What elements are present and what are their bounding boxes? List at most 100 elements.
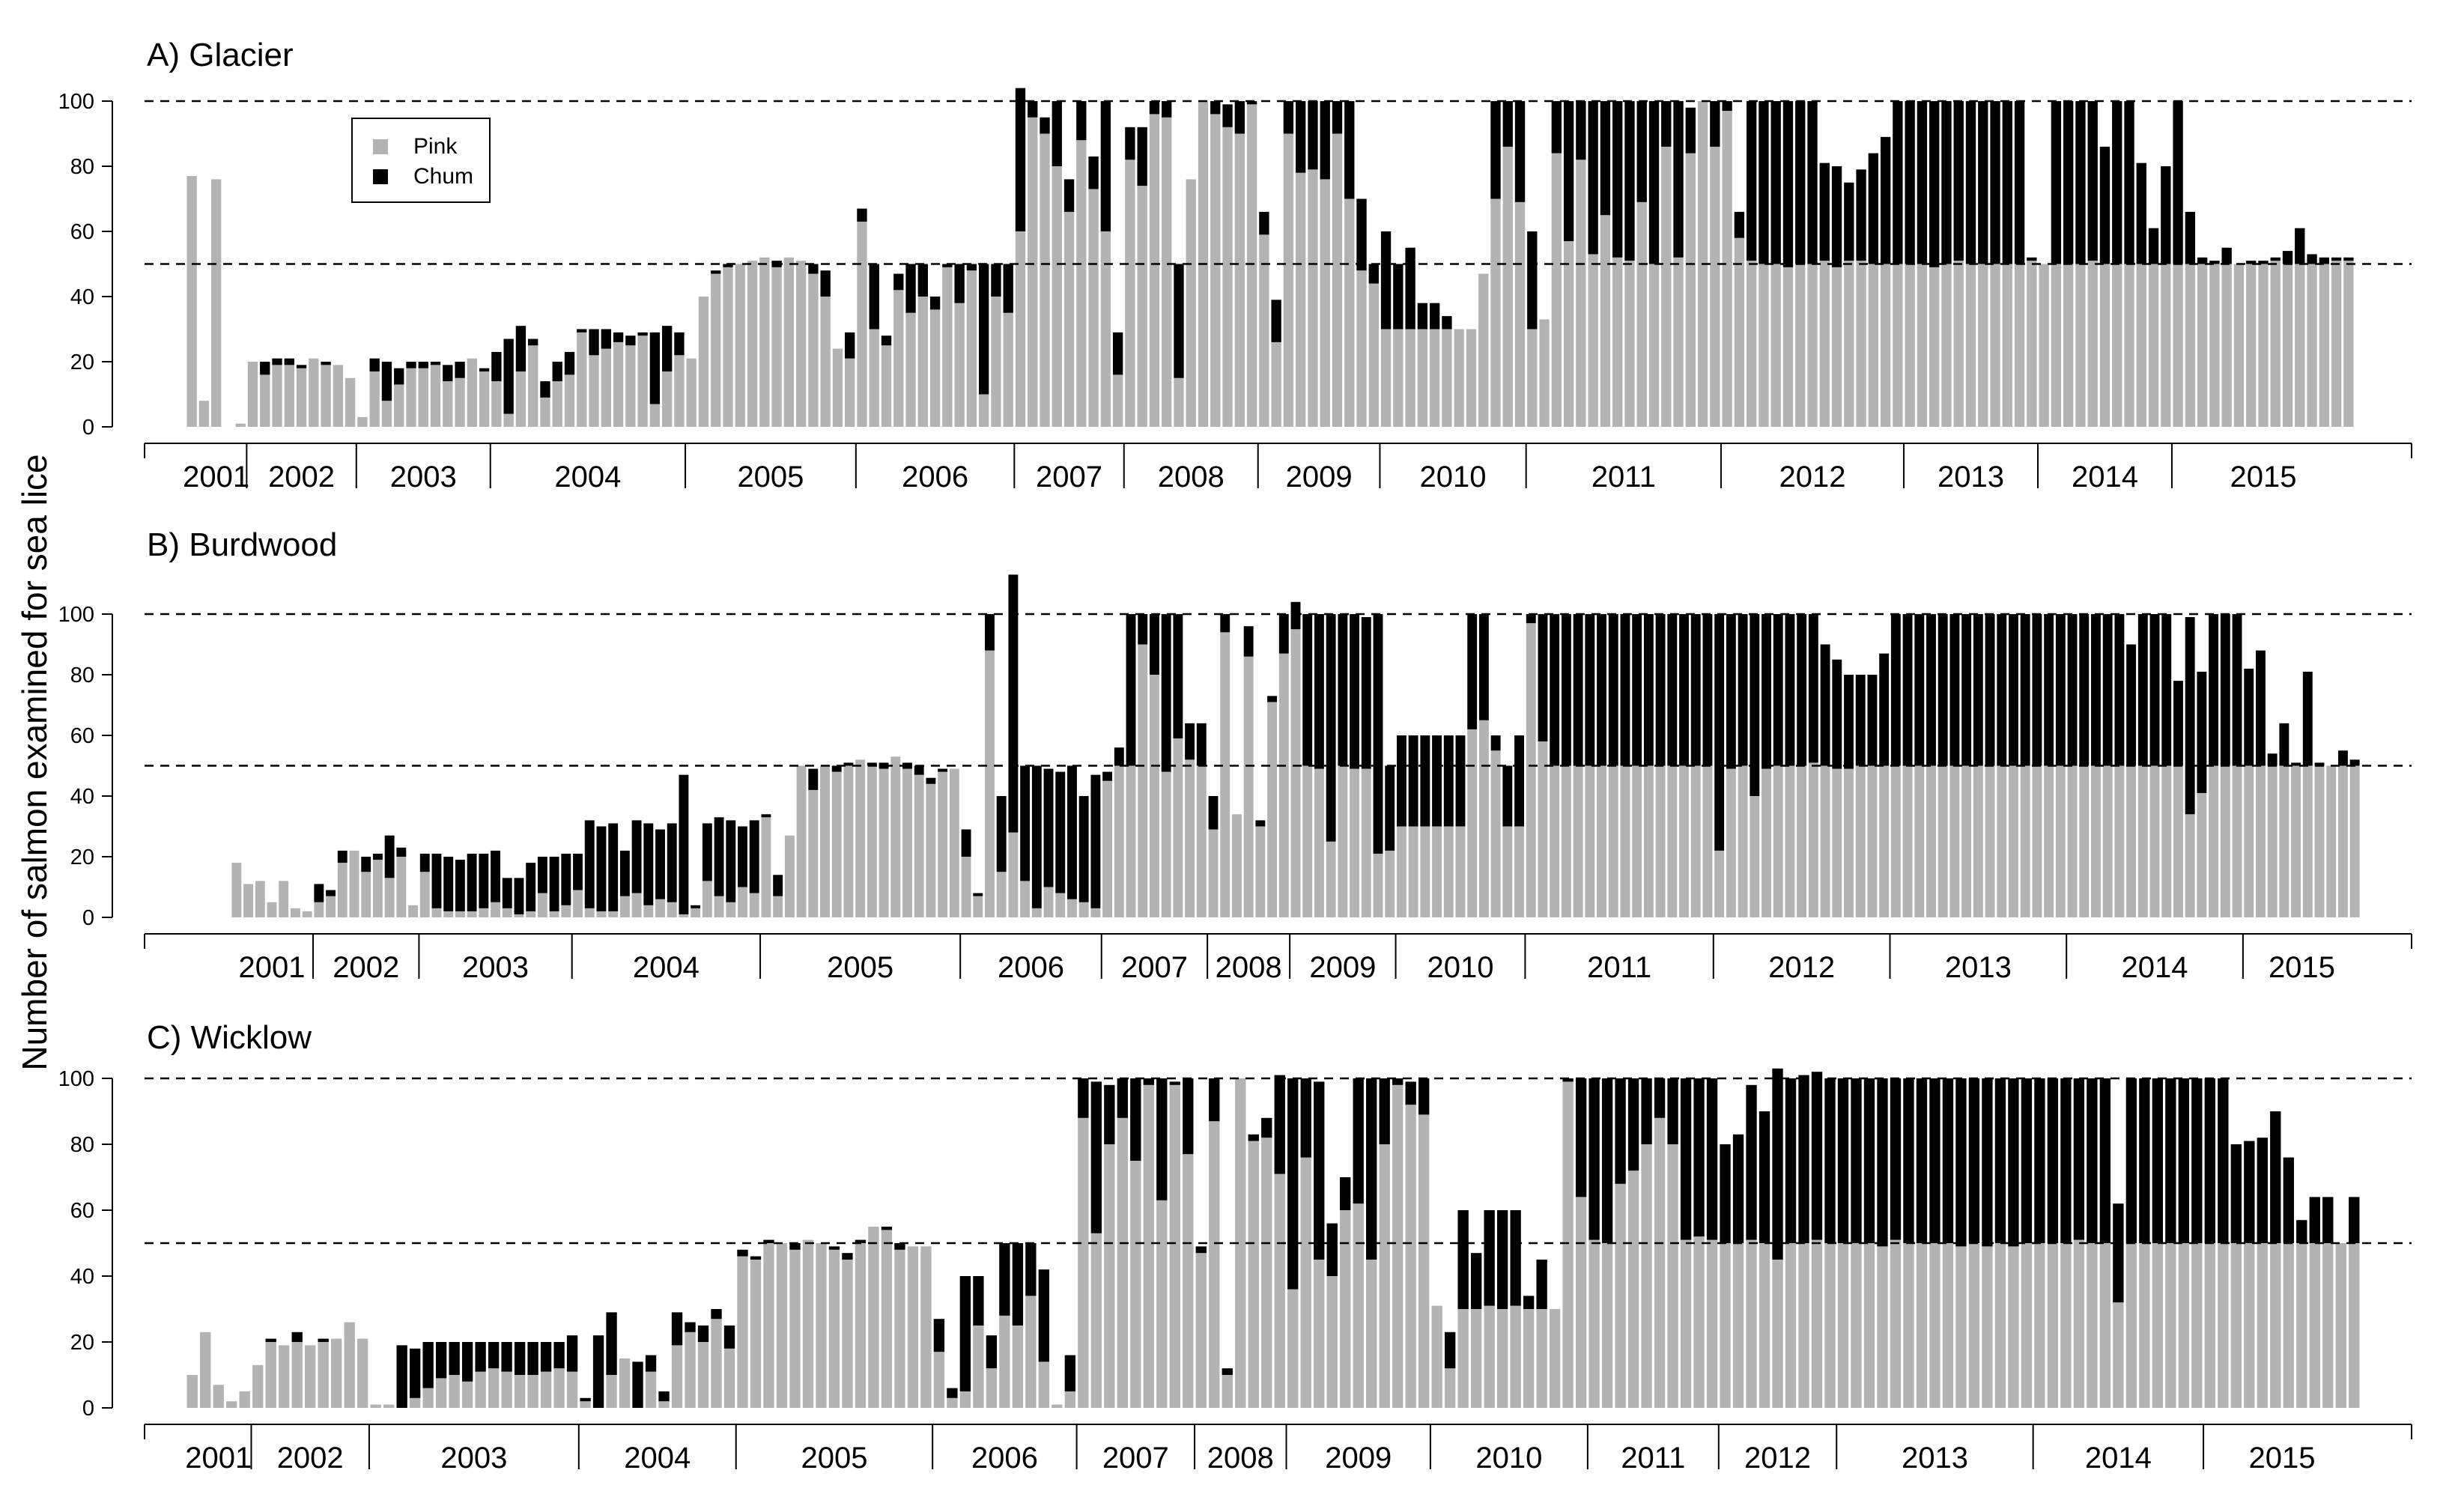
bar-pink	[566, 1371, 578, 1408]
bar-pink	[1563, 241, 1574, 427]
bar-chum	[1078, 796, 1089, 902]
bar-pink	[761, 817, 771, 917]
bar-pink	[2209, 765, 2219, 917]
bar-chum	[260, 362, 270, 375]
bar-chum	[443, 365, 453, 382]
bar-chum	[1308, 101, 1318, 170]
bar-chum	[1808, 614, 1818, 763]
bar-chum	[526, 863, 536, 911]
bar-pink	[1020, 881, 1031, 917]
bar-chum	[1734, 211, 1745, 238]
bar-chum	[1831, 166, 1842, 267]
bar-chum	[564, 351, 575, 375]
bar-chum	[1003, 264, 1013, 313]
bar-pink	[890, 756, 901, 917]
bar-pink	[553, 1368, 565, 1408]
year-label: 2008	[1216, 951, 1282, 984]
bar-pink	[1417, 329, 1428, 427]
bar-chum	[2126, 644, 2137, 766]
bar-chum	[1759, 101, 1769, 264]
bar-pink	[2185, 264, 2196, 427]
bar-chum	[711, 270, 721, 274]
bar-pink	[771, 267, 782, 427]
bar-chum	[1418, 1078, 1430, 1115]
bar-pink	[1937, 765, 1948, 917]
bar-chum	[491, 850, 500, 902]
bar-chum	[1890, 614, 1901, 766]
bar-pink	[711, 1319, 722, 1408]
bar-pink	[1851, 1243, 1862, 1408]
bar-chum	[1125, 127, 1135, 160]
bar-chum	[1015, 88, 1026, 231]
bar-pink	[2302, 765, 2313, 917]
bar-chum	[2322, 1197, 2334, 1243]
bar-chum	[2197, 257, 2208, 264]
bar-chum	[1965, 101, 1976, 264]
bar-chum	[2291, 762, 2301, 766]
bar-chum	[2283, 1157, 2294, 1243]
bar-chum	[1929, 101, 1940, 267]
bar-pink	[1361, 768, 1371, 917]
bar-pink	[1088, 189, 1099, 427]
bar-chum	[1076, 101, 1087, 141]
bar-chum	[1340, 1177, 1351, 1210]
bar-chum	[643, 823, 654, 905]
bar-pink	[1588, 254, 1598, 427]
bar-chum	[1314, 1081, 1325, 1260]
bar-chum	[1443, 735, 1454, 827]
bar-pink	[1759, 1243, 1770, 1408]
bar-chum	[1770, 101, 1781, 264]
bar-chum	[2319, 257, 2329, 264]
bar-chum	[2051, 101, 2062, 264]
bar-pink	[596, 911, 607, 917]
bar-chum	[2178, 1078, 2190, 1243]
bar-chum	[1478, 614, 1489, 720]
bar-pink	[738, 887, 747, 917]
bar-chum	[1562, 1078, 1574, 1082]
bar-pink	[1877, 1246, 1888, 1408]
bar-chum	[1173, 614, 1183, 739]
bar-chum	[2173, 101, 2183, 264]
bar-chum	[1798, 1075, 1809, 1243]
bar-chum	[540, 1342, 552, 1372]
bar-pink	[991, 297, 1001, 427]
bar-pink	[514, 914, 524, 917]
bar-chum	[406, 362, 416, 368]
bar-pink	[2124, 264, 2134, 427]
bar-pink	[1576, 160, 1586, 428]
bar-pink	[1831, 267, 1842, 427]
legend: Pink Chum	[351, 118, 491, 203]
bar-pink	[1648, 264, 1660, 427]
bar-pink	[1302, 765, 1313, 917]
bar-chum	[1361, 617, 1371, 769]
bar-pink	[1169, 1084, 1180, 1408]
bar-chum	[418, 362, 428, 368]
bar-pink	[1248, 1141, 1259, 1408]
bar-pink	[1785, 765, 1795, 917]
bar-pink	[1527, 329, 1538, 427]
bar-chum	[1055, 771, 1066, 893]
bar-chum	[1837, 1078, 1849, 1243]
bar-chum	[1917, 101, 1928, 264]
bar-chum	[1588, 1078, 1600, 1240]
bar-pink	[1929, 1243, 1940, 1408]
bar-chum	[954, 264, 965, 303]
bar-chum	[1467, 614, 1478, 729]
year-label: 2010	[1420, 461, 1487, 494]
year-label: 2015	[2230, 461, 2296, 494]
bar-pink	[1879, 765, 1890, 917]
bar-pink	[828, 1249, 840, 1408]
bar-pink	[1903, 1243, 1914, 1408]
bar-pink	[1326, 1276, 1338, 1408]
bar-pink	[926, 783, 936, 917]
bar-chum	[1470, 1253, 1482, 1309]
year-label: 2007	[1102, 1442, 1169, 1475]
bar-pink	[1478, 720, 1489, 917]
bar-chum	[973, 1276, 984, 1326]
bar-pink	[2283, 1243, 2294, 1408]
bar-chum	[1502, 101, 1513, 147]
bar-pink	[2343, 261, 2354, 427]
bar-pink	[795, 261, 807, 427]
bar-pink	[1379, 1144, 1390, 1408]
bar-pink	[1720, 1243, 1731, 1408]
